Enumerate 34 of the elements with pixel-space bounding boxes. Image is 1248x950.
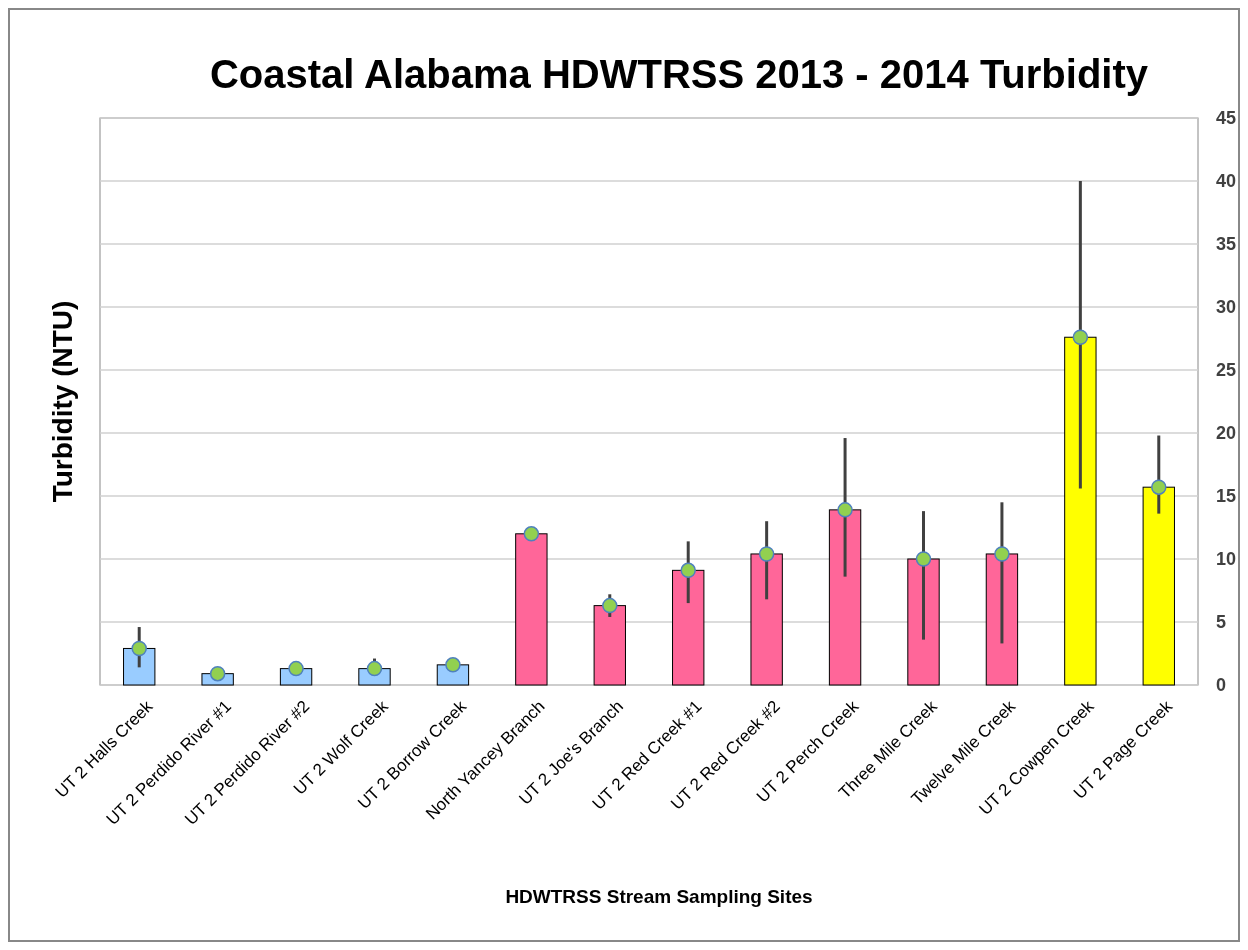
point	[915, 551, 932, 567]
y-tick-label: 30	[1216, 297, 1237, 318]
point	[602, 597, 618, 614]
bar	[907, 558, 940, 686]
y-tick-label: 0	[1216, 675, 1227, 696]
point	[680, 562, 696, 579]
y-axis-title: Turbidity (NTU)	[47, 300, 78, 503]
x-axis-title: HDWTRSS Stream Sampling Sites	[505, 886, 813, 907]
y-tick-label: 40	[1216, 171, 1237, 192]
bar	[750, 553, 783, 686]
bar	[985, 553, 1019, 686]
bar	[515, 533, 548, 686]
point	[837, 502, 853, 518]
y-tick-label: 20	[1216, 423, 1237, 444]
y-tick-label: 35	[1216, 234, 1237, 255]
bar	[828, 509, 862, 686]
y-tick-label: 10	[1216, 549, 1237, 570]
y-tick-label: 25	[1216, 360, 1237, 381]
point	[131, 640, 147, 657]
bar	[1142, 486, 1175, 686]
point	[1072, 329, 1089, 345]
y-tick-label: 45	[1216, 108, 1237, 129]
point	[994, 546, 1010, 562]
chart-title: Coastal Alabama HDWTRSS 2013 - 2014 Turbidity	[209, 52, 1149, 96]
point	[758, 546, 775, 562]
point	[1151, 479, 1167, 495]
bar	[1064, 336, 1097, 686]
bar	[593, 605, 626, 686]
y-tick-label: 15	[1216, 486, 1237, 507]
point	[445, 657, 461, 673]
point	[523, 526, 540, 542]
y-tick-label: 5	[1216, 612, 1227, 633]
point	[209, 665, 226, 682]
bar	[672, 569, 705, 686]
